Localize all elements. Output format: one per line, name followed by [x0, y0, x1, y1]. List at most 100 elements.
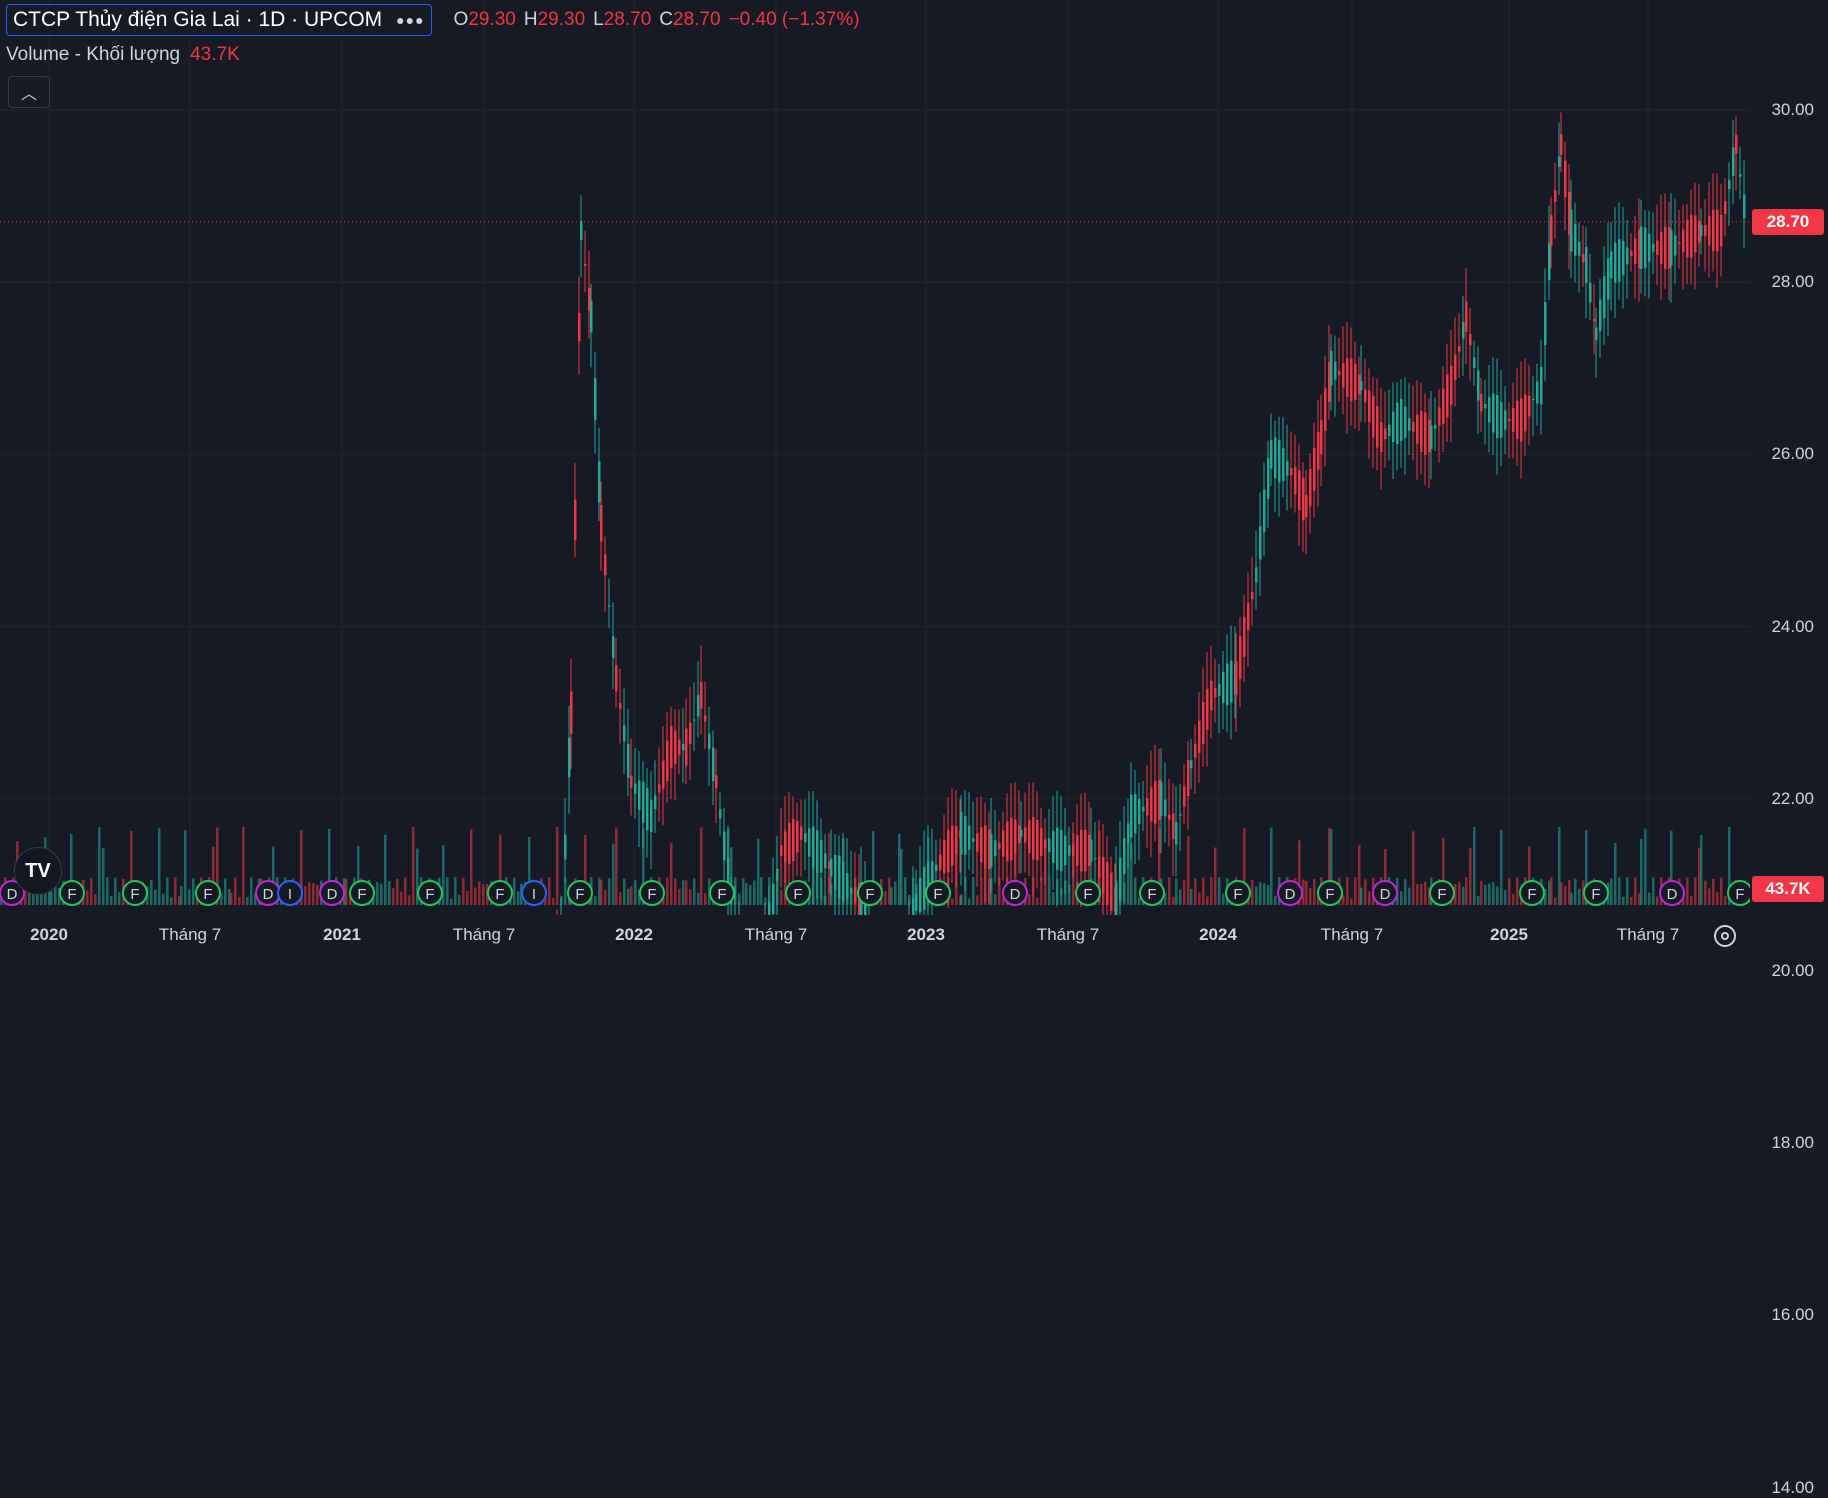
- time-axis[interactable]: 2020 Tháng 7 2021 Tháng 7 2022 Tháng 7 2023 Thá…: [0, 915, 1750, 954]
- event-marker-d[interactable]: D: [255, 880, 281, 906]
- volume-bar: [154, 889, 157, 905]
- volume-bar: [412, 827, 415, 905]
- event-marker-d[interactable]: D: [0, 880, 25, 906]
- volume-bar: [1568, 880, 1571, 905]
- candle-body: [1040, 827, 1043, 856]
- volume-bar: [517, 891, 520, 905]
- event-marker-f[interactable]: F: [639, 880, 665, 906]
- more-dots-icon[interactable]: ●●●: [396, 12, 425, 28]
- event-marker-f[interactable]: F: [1429, 880, 1455, 906]
- candle-body: [1210, 680, 1213, 711]
- event-marker-f[interactable]: F: [567, 880, 593, 906]
- event-marker-d[interactable]: D: [1659, 880, 1685, 906]
- candle-body: [1599, 299, 1602, 332]
- event-marker-f[interactable]: F: [487, 880, 513, 906]
- volume-bar: [1270, 827, 1273, 905]
- close-value: 28.70: [673, 9, 721, 30]
- volume-bar: [1218, 877, 1221, 905]
- candle-body: [1247, 602, 1250, 630]
- volume-bar: [623, 878, 626, 905]
- volume-bar: [990, 878, 993, 905]
- volume-bar: [1102, 885, 1105, 905]
- event-marker-d[interactable]: D: [1277, 880, 1303, 906]
- candle-body: [1712, 209, 1715, 252]
- event-marker-d[interactable]: D: [1002, 880, 1028, 906]
- volume-bar: [1585, 830, 1588, 905]
- event-marker-f[interactable]: F: [1075, 880, 1101, 906]
- candle-body: [1516, 400, 1519, 440]
- volume-bar: [988, 879, 991, 905]
- event-marker-f[interactable]: F: [122, 880, 148, 906]
- candle-body: [980, 827, 983, 863]
- volume-bar: [630, 886, 633, 905]
- event-marker-f[interactable]: F: [857, 880, 883, 906]
- collapse-legend-button[interactable]: ︿: [8, 76, 50, 108]
- event-marker-f[interactable]: F: [1519, 880, 1545, 906]
- candle-body: [935, 864, 938, 871]
- volume-bar: [1656, 896, 1659, 905]
- event-marker-d[interactable]: D: [1372, 880, 1398, 906]
- event-marker-f[interactable]: F: [59, 880, 85, 906]
- candle-body: [1686, 219, 1689, 258]
- volume-bar: [1360, 887, 1363, 905]
- volume-bar: [1528, 846, 1531, 905]
- event-marker-f[interactable]: F: [925, 880, 951, 906]
- volume-bar: [927, 837, 930, 905]
- event-marker-f[interactable]: F: [1139, 880, 1165, 906]
- candle-body: [619, 702, 622, 709]
- candle-body: [1469, 333, 1472, 346]
- gear-icon[interactable]: [1714, 925, 1736, 947]
- event-letter: F: [130, 886, 139, 903]
- event-marker-f[interactable]: F: [1727, 880, 1753, 906]
- event-circle: [122, 880, 148, 906]
- candle-body: [1656, 240, 1659, 255]
- event-marker-f[interactable]: F: [349, 880, 375, 906]
- candle-body: [1150, 787, 1153, 822]
- candle-body: [682, 743, 685, 751]
- volume-bar: [1172, 896, 1175, 905]
- candle-body: [1309, 468, 1312, 507]
- symbol-selector[interactable]: CTCP Thủy điện Gia Lai · 1D · UPCOM ●●●: [6, 4, 432, 36]
- event-marker-i[interactable]: I: [521, 880, 547, 906]
- volume-legend[interactable]: Volume - Khối lượng 43.7K: [6, 44, 240, 66]
- candle-body: [1622, 240, 1625, 276]
- candle-body: [1052, 831, 1055, 863]
- tradingview-logo-icon[interactable]: TV: [14, 847, 62, 895]
- event-marker-f[interactable]: F: [1317, 880, 1343, 906]
- volume-bar: [98, 827, 101, 905]
- candle-body: [634, 783, 637, 794]
- candle-body: [658, 784, 661, 793]
- candle-body: [1739, 174, 1742, 177]
- event-marker-f[interactable]: F: [1583, 880, 1609, 906]
- candle-body: [1230, 660, 1233, 703]
- event-marker-f[interactable]: F: [709, 880, 735, 906]
- candle-body: [968, 825, 971, 850]
- volume-bar: [1488, 883, 1491, 905]
- high-value: 29.30: [537, 9, 586, 30]
- event-marker-f[interactable]: F: [417, 880, 443, 906]
- volume-bar: [1548, 880, 1551, 905]
- event-marker-i[interactable]: I: [277, 880, 303, 906]
- volume-bar: [1187, 835, 1190, 905]
- volume-bar: [1416, 884, 1419, 905]
- candle-body: [1412, 422, 1415, 432]
- event-marker-f[interactable]: F: [1225, 880, 1251, 906]
- event-marker-f[interactable]: F: [785, 880, 811, 906]
- volume-bar: [1708, 888, 1711, 905]
- event-letter: F: [865, 886, 874, 903]
- volume-bar: [328, 828, 331, 905]
- volume-bar: [1469, 848, 1472, 905]
- volume-bar: [312, 883, 315, 905]
- open-value: 29.30: [468, 9, 516, 30]
- candle-body: [1138, 798, 1141, 824]
- candle-body: [1328, 361, 1331, 403]
- event-marker-f[interactable]: F: [195, 880, 221, 906]
- candle-body: [1346, 358, 1349, 397]
- event-letter: D: [1380, 886, 1391, 903]
- candle-body: [1368, 390, 1371, 422]
- price-axis[interactable]: 32.0030.0028.0026.0024.0022.0020.0018.00…: [1750, 0, 1828, 1497]
- candle-body: [1179, 814, 1182, 816]
- event-marker-d[interactable]: D: [319, 880, 345, 906]
